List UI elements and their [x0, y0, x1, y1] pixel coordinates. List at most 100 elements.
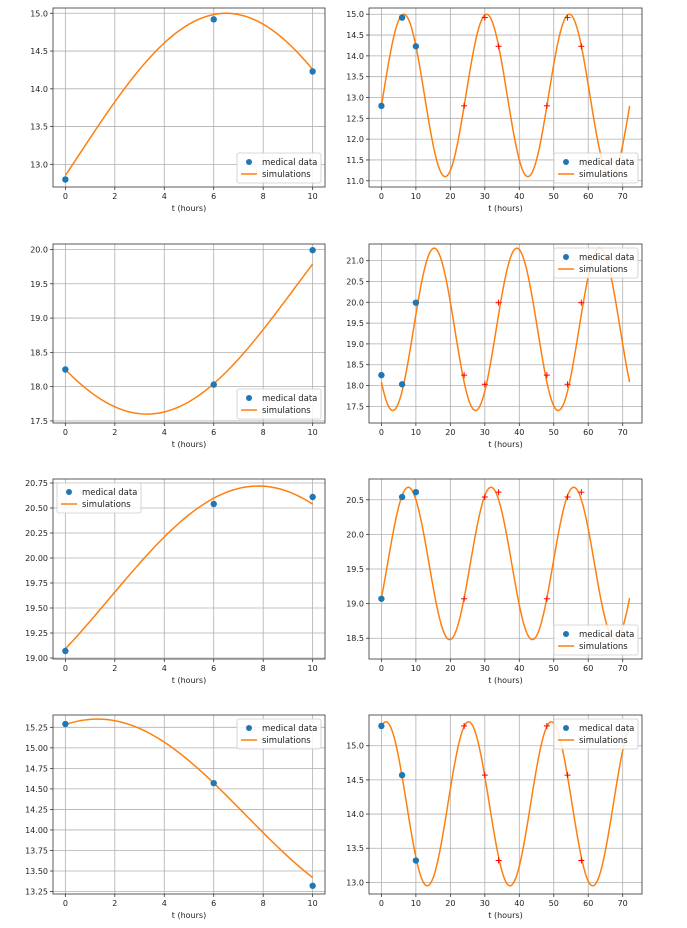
simulation-line — [65, 718, 314, 879]
medical-data-point — [210, 500, 217, 508]
panel-r2c1: 0 2 4 6 8 10 17.5 18.0 18.5 19.0 19.5 20.0 t (hours)… — [30, 243, 326, 449]
medical-data-point — [210, 779, 217, 787]
axes-frame — [52, 478, 326, 660]
x-tick-label: 40 — [514, 664, 524, 673]
legend: medical data simulations — [236, 718, 322, 750]
x-tick-label: 30 — [480, 899, 490, 908]
y-tick-label: 18.5 — [30, 348, 48, 357]
panel-r1c1: 0 2 4 6 8 10 13.0 13.5 14.0 14.5 15.0 t (hours) medi… — [30, 7, 326, 213]
y-tick-label: 20.0 — [346, 530, 364, 539]
medical-data-point — [309, 882, 316, 889]
y-tick-label: 14.25 — [25, 805, 48, 814]
panel-r2c2: 0 10 20 30 40 50 60 70 17.5 18.0 18.5 19.0 19.5 20.0 2… — [346, 243, 643, 449]
y-tick-label: 20.0 — [30, 245, 48, 254]
medical-data-point — [398, 14, 406, 21]
x-axis-label: t (hours) — [172, 676, 206, 685]
prediction-marker — [461, 102, 468, 109]
y-tick-label: 19.0 — [346, 600, 364, 609]
x-tick-label: 0 — [63, 192, 68, 201]
x-tick-label: 10 — [308, 192, 318, 201]
prediction-marker — [564, 494, 571, 500]
prediction-marker — [578, 43, 585, 50]
x-tick-label: 10 — [411, 192, 421, 201]
panel-r4c2: 0 10 20 30 40 50 60 70 13.0 13.5 14.0 14.5 15.0 t (ho… — [346, 714, 643, 920]
prediction-marker — [578, 489, 585, 496]
simulation-line — [64, 485, 314, 650]
y-tick-label: 13.25 — [25, 888, 48, 897]
medical-data-point — [378, 102, 385, 110]
x-tick-label: 50 — [549, 664, 559, 673]
prediction-marker — [481, 14, 488, 21]
x-tick-label: 30 — [480, 428, 490, 437]
x-tick-label: 2 — [112, 899, 117, 908]
x-tick-label: 10 — [308, 899, 318, 908]
prediction-marker — [495, 857, 502, 864]
legend-box — [553, 247, 639, 279]
x-tick-label: 70 — [618, 192, 628, 201]
medical-data-point — [62, 647, 69, 655]
axes-frame — [52, 243, 326, 424]
x-tick-label: 0 — [379, 664, 384, 673]
legend-label-simulations: simulations — [579, 642, 628, 652]
legend-label-simulations: simulations — [262, 406, 311, 416]
y-tick-label: 20.5 — [346, 277, 364, 286]
prediction-marker — [543, 372, 550, 379]
x-tick-label: 8 — [261, 192, 266, 201]
y-tick-label: 15.25 — [25, 723, 48, 732]
panel-r3c2: 0 10 20 30 40 50 60 70 18.5 19.0 19.5 20.0 20.5 t (ho… — [346, 478, 643, 685]
prediction-marker — [578, 857, 585, 864]
medical-data-point — [378, 722, 385, 730]
legend-data-marker — [563, 254, 569, 260]
y-tick-label: 15.0 — [30, 9, 48, 18]
x-tick-label: 10 — [411, 664, 421, 673]
y-tick-label: 18.5 — [346, 361, 364, 370]
x-tick-label: 8 — [261, 664, 266, 673]
y-tick-label: 20.00 — [25, 554, 48, 563]
legend-label-simulations: simulations — [579, 170, 628, 180]
x-axis-label: t (hours) — [488, 204, 522, 213]
legend: medical data simulations — [553, 718, 639, 750]
x-tick-label: 40 — [514, 192, 524, 201]
axes-frame — [368, 714, 643, 895]
y-tick-label: 15.0 — [346, 10, 364, 19]
y-tick-label: 11.0 — [346, 177, 364, 186]
prediction-marker — [495, 489, 502, 496]
y-tick-label: 12.5 — [346, 114, 364, 123]
x-tick-label: 0 — [63, 899, 68, 908]
x-tick-label: 50 — [549, 192, 559, 201]
medical-data-point — [210, 381, 217, 388]
y-tick-label: 20.50 — [25, 504, 48, 513]
legend-box — [236, 152, 322, 184]
y-tick-label: 18.5 — [346, 634, 364, 643]
legend-label-simulations: simulations — [262, 736, 311, 746]
axes-frame — [368, 243, 643, 424]
prediction-marker — [564, 381, 571, 388]
legend-label-medical-data: medical data — [262, 724, 317, 734]
prediction-marker — [543, 102, 550, 109]
legend-data-marker — [246, 725, 252, 731]
y-tick-label: 15.0 — [346, 742, 364, 751]
x-tick-label: 60 — [583, 428, 593, 437]
y-tick-label: 13.0 — [346, 94, 364, 103]
x-tick-label: 20 — [445, 192, 455, 201]
y-tick-label: 14.50 — [25, 785, 48, 794]
prediction-marker — [461, 372, 468, 379]
prediction-marker — [564, 772, 571, 779]
prediction-marker — [481, 381, 488, 388]
x-tick-label: 10 — [411, 428, 421, 437]
medical-data-point — [210, 16, 217, 23]
y-tick-label: 11.5 — [346, 156, 364, 165]
legend-label-medical-data: medical data — [579, 158, 634, 168]
y-tick-label: 21.0 — [346, 257, 364, 266]
x-tick-label: 2 — [112, 192, 117, 201]
x-tick-label: 50 — [549, 428, 559, 437]
y-tick-label: 19.0 — [30, 314, 48, 323]
y-tick-label: 14.5 — [346, 776, 364, 785]
y-tick-label: 13.0 — [30, 160, 48, 169]
legend: medical data simulations — [236, 152, 322, 184]
y-tick-label: 14.0 — [346, 52, 364, 61]
simulation-line — [64, 12, 314, 176]
y-tick-label: 19.5 — [30, 280, 48, 289]
y-tick-label: 19.50 — [25, 604, 48, 613]
